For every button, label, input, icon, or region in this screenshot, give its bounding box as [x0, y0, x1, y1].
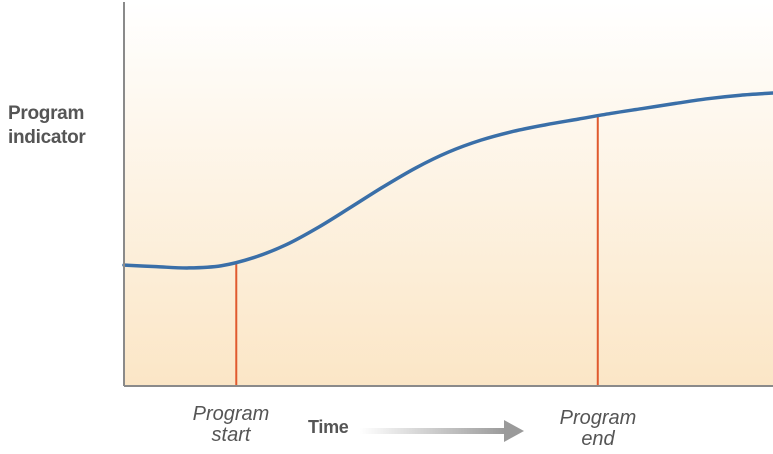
- x-axis-label: Time: [308, 417, 349, 438]
- program-end-label: Program end: [533, 408, 663, 450]
- program-start-label-line-1: Program: [166, 404, 296, 425]
- program-end-label-line-1: Program: [533, 408, 663, 429]
- program-end-label-line-2: end: [533, 429, 663, 450]
- time-arrow-icon: [360, 418, 528, 444]
- plot-background: [124, 2, 773, 386]
- y-axis-label-line-2: indicator: [8, 126, 86, 150]
- program-start-label: Program start: [166, 404, 296, 446]
- y-axis-label-line-1: Program: [8, 102, 86, 126]
- program-start-label-line-2: start: [166, 425, 296, 446]
- y-axis-label: Program indicator: [8, 102, 86, 150]
